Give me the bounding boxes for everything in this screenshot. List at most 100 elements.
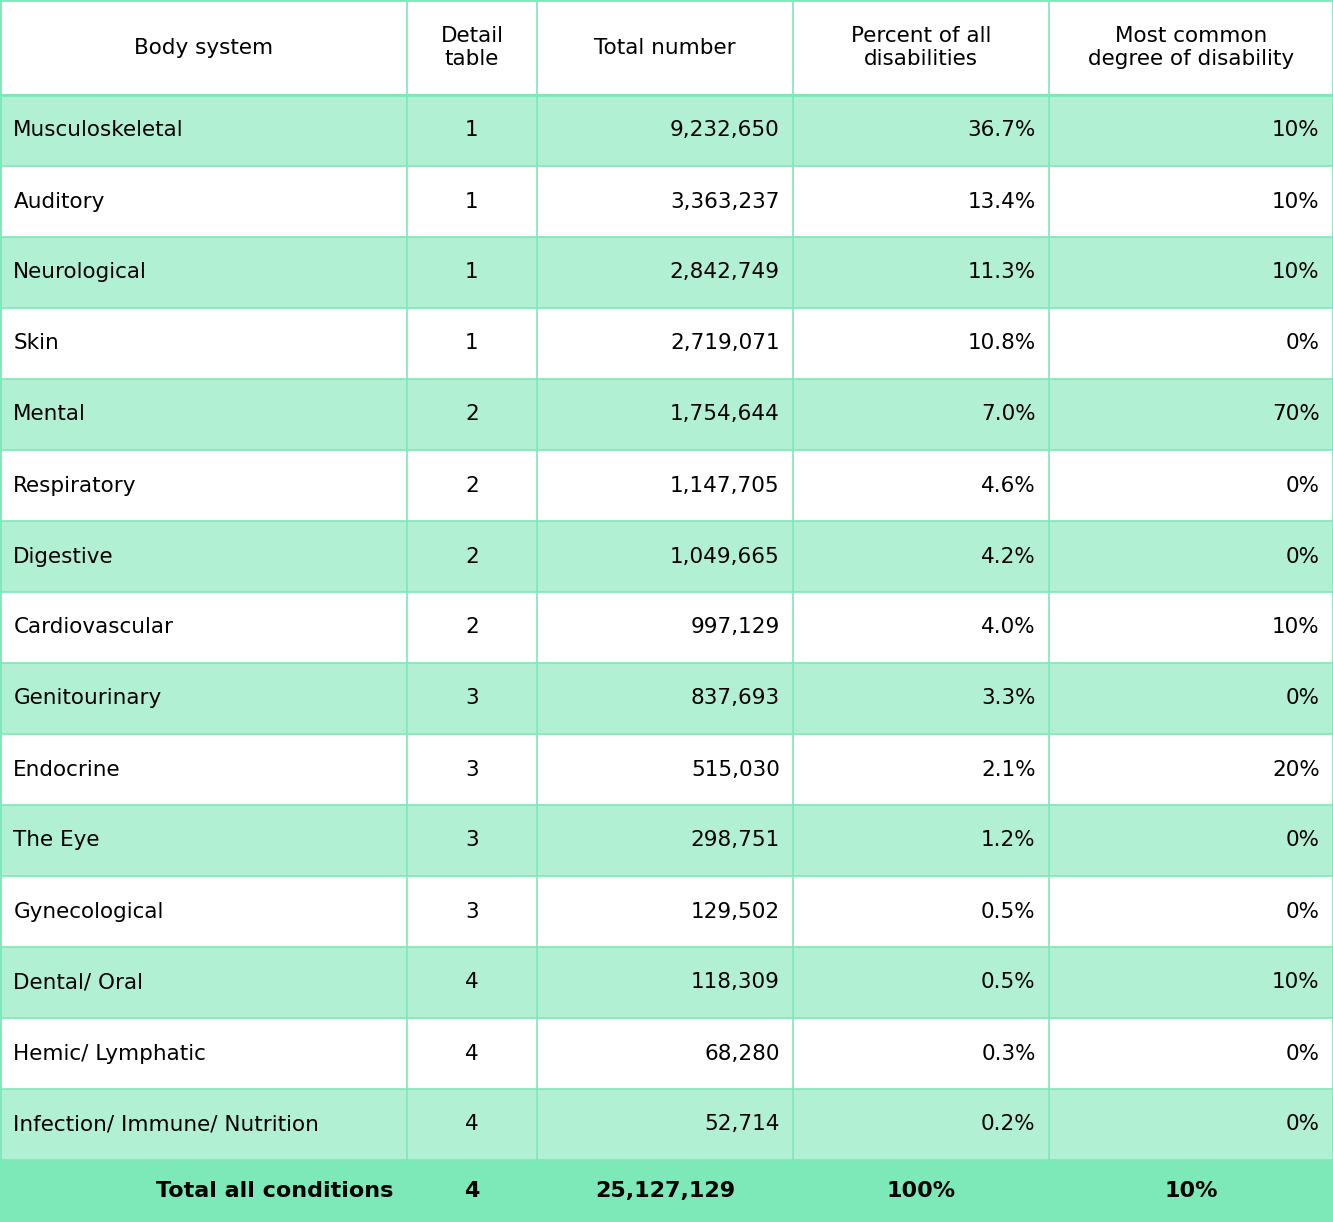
Bar <box>407 95 537 166</box>
Text: 70%: 70% <box>1272 404 1320 424</box>
Text: 0.2%: 0.2% <box>981 1114 1036 1134</box>
Bar <box>1049 95 1333 166</box>
Bar <box>1049 805 1333 876</box>
Bar <box>0 876 407 947</box>
Bar <box>537 237 793 308</box>
Text: 10%: 10% <box>1272 192 1320 211</box>
Bar <box>793 308 1049 379</box>
Text: 1: 1 <box>465 192 479 211</box>
Bar <box>537 1089 793 1160</box>
Text: 0%: 0% <box>1285 475 1320 495</box>
Text: Auditory: Auditory <box>13 192 105 211</box>
Bar <box>407 166 537 237</box>
Bar <box>0 237 407 308</box>
Bar <box>0 1089 407 1160</box>
Bar <box>407 0 537 95</box>
Bar <box>1049 166 1333 237</box>
Text: 3.3%: 3.3% <box>981 688 1036 709</box>
Bar <box>1049 591 1333 664</box>
Bar <box>793 1018 1049 1089</box>
Text: 515,030: 515,030 <box>690 760 780 780</box>
Bar <box>537 521 793 591</box>
Text: Digestive: Digestive <box>13 546 113 567</box>
Bar <box>0 1018 407 1089</box>
Bar <box>407 734 537 805</box>
Text: 1,049,665: 1,049,665 <box>670 546 780 567</box>
Bar <box>793 0 1049 95</box>
Bar <box>793 237 1049 308</box>
Bar <box>793 379 1049 450</box>
Text: 0.5%: 0.5% <box>981 902 1036 921</box>
Bar <box>1049 876 1333 947</box>
Bar <box>1049 379 1333 450</box>
Bar <box>0 308 407 379</box>
Text: Respiratory: Respiratory <box>13 475 137 495</box>
Text: 298,751: 298,751 <box>690 831 780 851</box>
Text: 0%: 0% <box>1285 688 1320 709</box>
Bar <box>0 95 407 166</box>
Bar <box>1049 1018 1333 1089</box>
Text: 7.0%: 7.0% <box>981 404 1036 424</box>
Text: 3: 3 <box>465 831 479 851</box>
Text: 3: 3 <box>465 760 479 780</box>
Bar <box>537 805 793 876</box>
Bar <box>1049 0 1333 95</box>
Bar <box>537 1160 793 1222</box>
Bar <box>793 450 1049 521</box>
Bar <box>537 1018 793 1089</box>
Bar <box>407 805 537 876</box>
Bar <box>793 1089 1049 1160</box>
Text: 4: 4 <box>464 1180 480 1201</box>
Text: 0%: 0% <box>1285 546 1320 567</box>
Bar <box>1049 450 1333 521</box>
Text: Detail
table: Detail table <box>440 26 504 70</box>
Bar <box>793 805 1049 876</box>
Bar <box>537 95 793 166</box>
Bar <box>0 450 407 521</box>
Text: The Eye: The Eye <box>13 831 100 851</box>
Text: 118,309: 118,309 <box>690 973 780 992</box>
Text: 10%: 10% <box>1272 617 1320 638</box>
Bar <box>1049 237 1333 308</box>
Bar <box>537 0 793 95</box>
Text: 0%: 0% <box>1285 1044 1320 1063</box>
Bar <box>407 664 537 734</box>
Text: 10%: 10% <box>1272 121 1320 141</box>
Bar <box>407 876 537 947</box>
Bar <box>1049 734 1333 805</box>
Bar <box>793 734 1049 805</box>
Bar <box>1049 664 1333 734</box>
Text: 25,127,129: 25,127,129 <box>595 1180 736 1201</box>
Text: 11.3%: 11.3% <box>968 263 1036 282</box>
Bar <box>793 876 1049 947</box>
Text: 10%: 10% <box>1164 1180 1218 1201</box>
Bar <box>1049 1089 1333 1160</box>
Text: Neurological: Neurological <box>13 263 147 282</box>
Text: 1,754,644: 1,754,644 <box>670 404 780 424</box>
Text: 68,280: 68,280 <box>704 1044 780 1063</box>
Text: 2.1%: 2.1% <box>981 760 1036 780</box>
Bar <box>407 237 537 308</box>
Text: 0%: 0% <box>1285 334 1320 353</box>
Bar <box>407 521 537 591</box>
Text: 0%: 0% <box>1285 902 1320 921</box>
Bar <box>793 591 1049 664</box>
Bar <box>537 591 793 664</box>
Text: 100%: 100% <box>886 1180 956 1201</box>
Text: Mental: Mental <box>13 404 87 424</box>
Text: 2,719,071: 2,719,071 <box>670 334 780 353</box>
Bar <box>0 0 407 95</box>
Bar <box>0 379 407 450</box>
Text: Gynecological: Gynecological <box>13 902 164 921</box>
Bar <box>793 1160 1049 1222</box>
Bar <box>537 734 793 805</box>
Text: 1,147,705: 1,147,705 <box>670 475 780 495</box>
Bar <box>1049 308 1333 379</box>
Text: Musculoskeletal: Musculoskeletal <box>13 121 184 141</box>
Text: 4: 4 <box>465 1044 479 1063</box>
Bar <box>407 308 537 379</box>
Bar <box>793 521 1049 591</box>
Text: 837,693: 837,693 <box>690 688 780 709</box>
Text: 10%: 10% <box>1272 263 1320 282</box>
Bar <box>407 1089 537 1160</box>
